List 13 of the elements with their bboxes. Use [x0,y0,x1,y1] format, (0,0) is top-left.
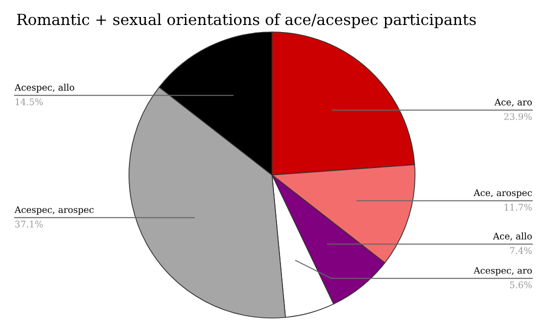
slice-label: Acespec, arospec [14,206,94,215]
data-label: 23.9% [504,113,532,120]
slice-label: Ace, allo [492,232,532,241]
slice-label: Ace, arospec [474,189,532,198]
data-label: 37.1% [15,220,43,228]
slice-label: Acespec, aro [474,267,532,276]
slice-label: Ace, aro [494,98,532,107]
data-label: 11.7% [504,204,532,211]
data-label: 14.5% [16,98,43,106]
slice-label: Acespec, allo [14,84,74,92]
chart-title: Romantic + sexual orientations of ace/acespec participants [17,13,476,28]
data-label: 5.6% [510,281,532,288]
data-label: 7.4% [510,247,532,254]
